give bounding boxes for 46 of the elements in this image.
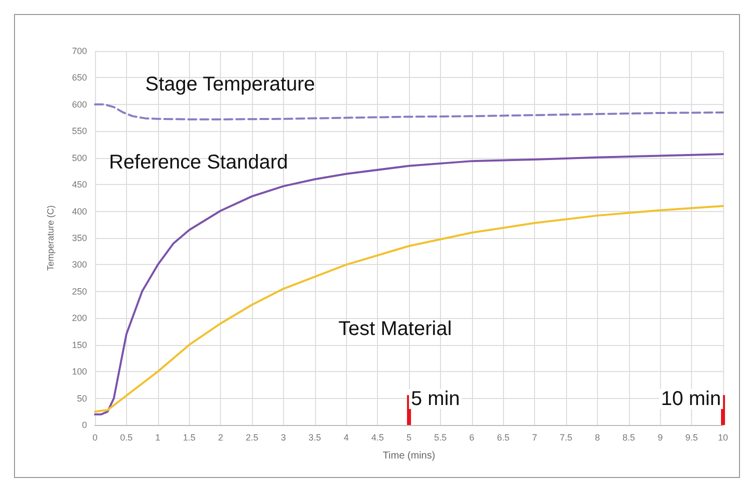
x-tick-label: 4 <box>344 432 349 442</box>
x-tick-label: 3 <box>280 432 286 442</box>
y-tick-label: 650 <box>72 72 87 83</box>
x-tick-label: 8.5 <box>622 432 636 442</box>
y-tick-label: 550 <box>72 126 87 136</box>
x-tick-label: 5 <box>406 432 412 442</box>
x-tick-label: 2 <box>218 432 224 442</box>
x-tick-label: 1.5 <box>182 432 196 442</box>
line-series <box>94 153 724 416</box>
x-tick-label: 5.5 <box>434 432 447 442</box>
series-label: Stage Temperature <box>145 73 315 96</box>
x-tick-label: 4.5 <box>371 432 384 442</box>
x-tick-label: 10 <box>718 432 728 442</box>
x-axis-title: Time (mins) <box>382 450 436 462</box>
ref-line-label: 5 min <box>411 388 460 410</box>
y-tick-label: 250 <box>72 286 87 296</box>
series-label: Reference Standard <box>108 151 288 174</box>
y-tick-label: 150 <box>72 340 87 350</box>
x-tick-label: 8 <box>594 432 600 442</box>
y-tick-label: 200 <box>72 313 87 324</box>
x-tick-label: 2.5 <box>246 432 258 442</box>
y-tick-label: 600 <box>72 99 87 110</box>
y-tick-label: 400 <box>72 206 87 216</box>
x-tick-label: 0.5 <box>120 432 133 442</box>
y-tick-label: 700 <box>72 46 87 56</box>
x-tick-label: 1 <box>155 432 160 442</box>
y-tick-label: 300 <box>72 260 87 270</box>
text: Test Material <box>338 318 452 340</box>
y-tick-label: 350 <box>72 233 87 243</box>
y-axis-title: Temperature (C) <box>46 205 56 271</box>
ref-line-label: 10 min <box>660 388 721 410</box>
x-tick-label: 9 <box>658 432 663 442</box>
x-tick-label: 3.5 <box>308 432 322 442</box>
y-tick-label: 100 <box>72 366 87 377</box>
y-tick-label: 500 <box>72 152 87 163</box>
x-tick-label: 0 <box>92 432 98 442</box>
line-series <box>94 103 724 120</box>
x-tick-label: 6 <box>469 432 474 442</box>
x-tick-label: 9.5 <box>685 432 698 442</box>
x-tick-label: 7.5 <box>560 432 572 442</box>
y-tick-label: 50 <box>76 393 87 404</box>
x-tick-label: 7 <box>532 432 538 442</box>
y-tick-label: 450 <box>72 180 87 190</box>
line-series <box>94 204 724 413</box>
y-tick-label: 0 <box>82 420 87 430</box>
x-tick-label: 6.5 <box>496 432 510 442</box>
